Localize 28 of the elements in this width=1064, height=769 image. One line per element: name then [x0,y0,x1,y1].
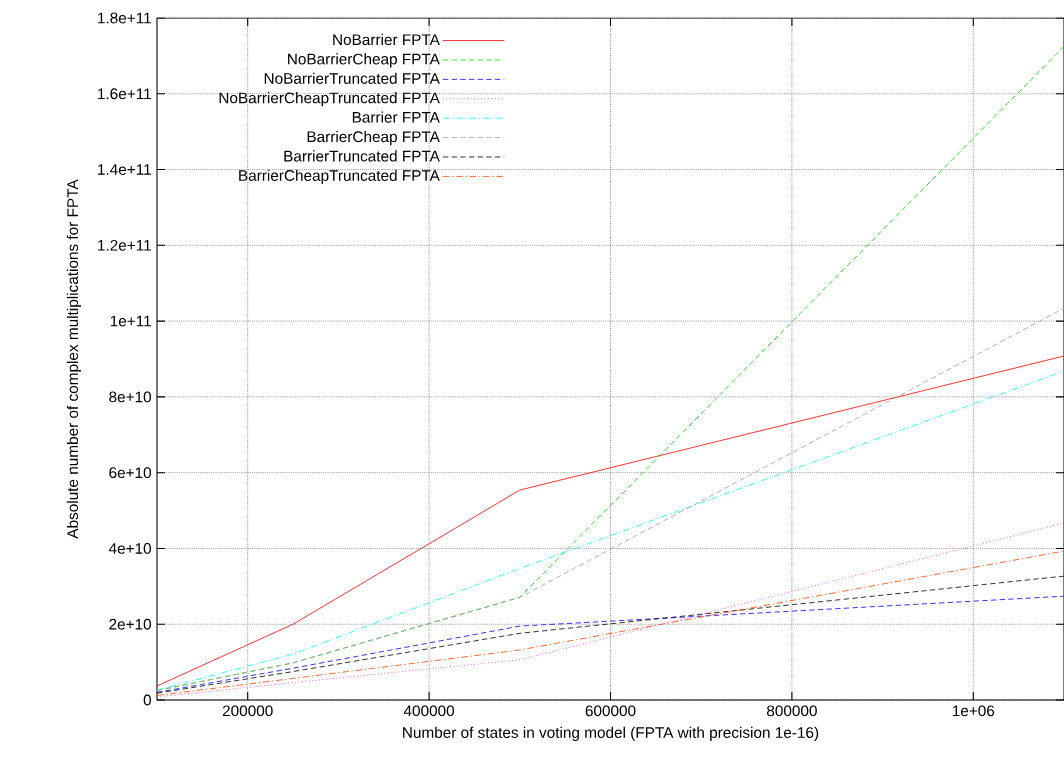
legend-label: BarrierTruncated FPTA [284,150,440,162]
y-tick-label: 8e+10 [109,391,152,403]
x-tick-label: 1e+06 [952,705,995,717]
legend-label: Barrier FPTA [352,111,440,123]
line-series [157,550,1064,696]
y-tick-label: 1.6e+11 [98,88,151,100]
y-tick-label: 1.2e+11 [98,239,151,251]
y-tick-label: 1.4e+11 [98,164,151,175]
x-axis-title: Number of states in voting model (FPTA with precision 1e-16) [403,726,819,742]
x-tick-label: 200000 [222,705,273,717]
legend-label: BarrierCheapTruncated FPTA [239,169,440,184]
legend-label: NoBarrier FPTA [333,33,440,46]
line-series [157,595,1064,693]
y-tick-label: 0 [143,694,152,706]
legend-label: BarrierCheap FPTA [307,130,440,146]
line-series [157,522,1064,698]
y-tick-label: 2e+10 [109,618,152,630]
y-tick-label: 1e+11 [110,315,151,327]
legend-label: NoBarrierCheapTruncated FPTA [219,92,440,107]
legend-label: NoBarrierTruncated FPTA [264,72,440,84]
y-axis-title: Absolute number of complex multiplications for FPTA [66,179,82,539]
x-tick-label: 400000 [403,705,455,717]
y-tick-label: 6e+10 [109,467,152,479]
y-tick-label: 1.8e+11 [98,12,151,24]
x-tick-label: 600000 [585,705,636,717]
x-tick-label: 800000 [766,705,817,717]
legend-label: NoBarrierCheap FPTA [288,53,440,68]
y-tick-label: 4e+10 [108,543,152,554]
